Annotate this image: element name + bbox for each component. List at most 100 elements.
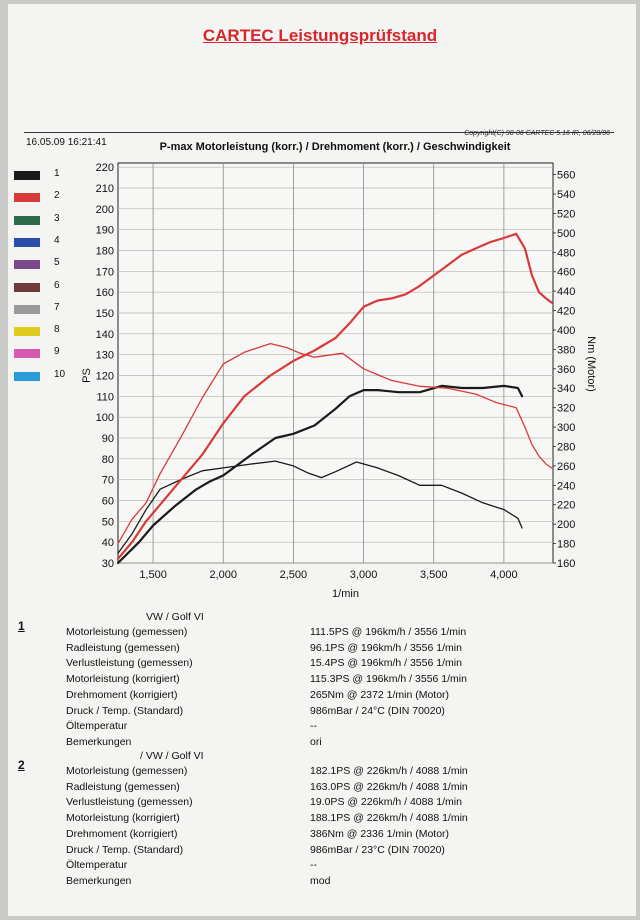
page-title: CARTEC Leistungsprüfstand — [202, 26, 438, 45]
y-left-tick-label: 220 — [96, 162, 114, 174]
result-row-value: 115.3PS @ 196km/h / 3556 1/min — [310, 673, 467, 686]
result-row-label: Drehmoment (korrigiert) — [66, 688, 178, 701]
y-right-tick-label: 260 — [557, 461, 575, 473]
x-tick-label: 3,000 — [350, 569, 378, 581]
result-row-value: -- — [310, 720, 317, 733]
y-left-tick-label: 180 — [96, 246, 114, 258]
y-left-tick-label: 70 — [102, 475, 114, 487]
result-row-label: Radleistung (gemessen) — [66, 641, 180, 654]
legend-swatch — [14, 349, 40, 359]
result-row-value: 163.0PS @ 226km/h / 4088 1/min — [310, 780, 468, 793]
result-vehicle: VW / Golf VI — [146, 611, 204, 623]
legend-label: 10 — [54, 368, 66, 380]
result-row-label: Motorleistung (gemessen) — [66, 626, 188, 638]
result-row-value: 182.1PS @ 226km/h / 4088 1/min — [310, 765, 468, 777]
legend-item-10: 10 — [14, 369, 74, 385]
y-right-tick-label: 160 — [557, 558, 575, 570]
y-left-tick-label: 80 — [102, 454, 114, 466]
result-row-value: 386Nm @ 2336 1/min (Motor) — [310, 827, 450, 840]
dyno-chart: 30 40 50 60 70 80 90 100 110 120 130 140 150 160 170 18… — [81, 162, 597, 600]
legend-label: 4 — [54, 234, 60, 246]
legend-swatch — [14, 371, 40, 381]
plot-area — [117, 162, 554, 564]
result-number: 2 — [18, 758, 25, 772]
legend-label: 1 — [54, 168, 60, 179]
legend-item-2: 2 — [14, 190, 74, 206]
legend-label: 2 — [54, 190, 60, 202]
y-left-tick-label: 200 — [96, 204, 114, 216]
legend-label: 3 — [54, 212, 60, 224]
result-number: 1 — [18, 619, 25, 633]
result-row-label: Motorleistung (korrigiert) — [66, 673, 180, 686]
y-left-tick-label: 130 — [96, 350, 114, 362]
y-left-tick-label: 30 — [102, 558, 114, 570]
y-right-axis-label: Nm (Motor) — [585, 336, 597, 392]
result-row-label: Bemerkungen — [66, 874, 132, 887]
y-left-tick-label: 210 — [96, 183, 114, 195]
series-line-2-torque — [117, 342, 553, 545]
result-row-value: 986mBar / 23°C (DIN 70020) — [310, 843, 445, 856]
y-right-tick-label: 200 — [557, 519, 575, 531]
result-row-value: mod — [310, 874, 331, 887]
y-left-tick-label: 120 — [96, 371, 114, 383]
y-left-tick-label: 190 — [96, 225, 114, 237]
y-right-tick-label: 180 — [557, 539, 575, 551]
y-left-tick-label: 140 — [96, 329, 114, 341]
y-right-tick-label: 560 — [557, 170, 575, 182]
result-row-label: Verlustleistung (gemessen) — [66, 657, 193, 670]
y-right-tick-label: 480 — [557, 247, 575, 259]
y-right-tick-label: 440 — [557, 286, 575, 298]
result-row-label: Druck / Temp. (Standard) — [66, 843, 184, 856]
legend-item-4: 4 — [14, 235, 74, 251]
result-row-label: Drehmoment (korrigiert) — [66, 827, 178, 840]
y-right-tick-label: 300 — [557, 422, 575, 434]
legend-swatch — [14, 260, 40, 270]
series-line-2-power — [116, 232, 553, 560]
result-row-label: Motorleistung (gemessen) — [66, 765, 188, 777]
legend-label: 8 — [54, 324, 60, 336]
x-tick-label: 2,500 — [280, 569, 308, 581]
result-row-label: Öltemperatur — [66, 859, 128, 872]
legend-swatch — [14, 193, 40, 203]
result-row-label: Druck / Temp. (Standard) — [66, 704, 184, 717]
x-tick-label: 1,500 — [139, 569, 167, 581]
y-right-tick-label: 360 — [557, 364, 575, 376]
result-row-value: 986mBar / 24°C (DIN 70020) — [310, 704, 445, 717]
test-datetime: 16.05.09 16:21:41 — [26, 137, 107, 148]
y-right-tick-label: 280 — [557, 441, 575, 453]
y-left-tick-label: 50 — [102, 516, 114, 528]
legend-swatch — [14, 215, 40, 225]
y-right-tick-label: 240 — [557, 480, 575, 492]
legend-swatch — [14, 171, 40, 180]
result-vehicle: / VW / Golf VI — [140, 750, 204, 762]
y-left-tick-label: 60 — [102, 496, 114, 508]
result-row-value: 188.1PS @ 226km/h / 4088 1/min — [310, 812, 468, 825]
result-row-label: Radleistung (gemessen) — [66, 780, 180, 793]
y-left-tick-label: 110 — [96, 391, 114, 403]
y-right-tick-label: 220 — [557, 500, 575, 512]
legend-swatch — [14, 237, 40, 247]
result-row-label: Motorleistung (korrigiert) — [66, 812, 180, 825]
chart-title: P-max Motorleistung (korr.) / Drehmoment… — [159, 141, 511, 153]
series-line-1-power — [116, 384, 524, 565]
legend-label: 5 — [54, 257, 60, 269]
y-left-axis-label: PS — [81, 368, 93, 383]
result-row-value: 19.0PS @ 226km/h / 4088 1/min — [310, 796, 462, 809]
result-row-label: Bemerkungen — [66, 735, 132, 748]
legend-label: 9 — [54, 346, 60, 358]
series-line-1-torque — [117, 460, 523, 554]
result-row-label: Öltemperatur — [66, 720, 128, 733]
legend-item-6: 6 — [14, 280, 74, 296]
legend-item-3: 3 — [14, 213, 74, 229]
y-right-tick-label: 540 — [557, 189, 575, 201]
legend-item-9: 9 — [14, 346, 74, 362]
y-left-tick-label: 150 — [96, 308, 114, 320]
legend-item-1: 1 — [14, 168, 74, 184]
y-left-tick-label: 90 — [102, 433, 114, 445]
result-row-value: 111.5PS @ 196km/h / 3556 1/min — [310, 626, 467, 638]
y-right-tick-label: 500 — [557, 228, 575, 240]
header-divider — [24, 132, 614, 133]
y-right-tick-label: 520 — [557, 208, 575, 220]
copyright-note: Copyright(C) 98-06 CARTEC 5.16 IR, 06/28… — [464, 130, 610, 137]
legend-label: 6 — [54, 279, 60, 291]
